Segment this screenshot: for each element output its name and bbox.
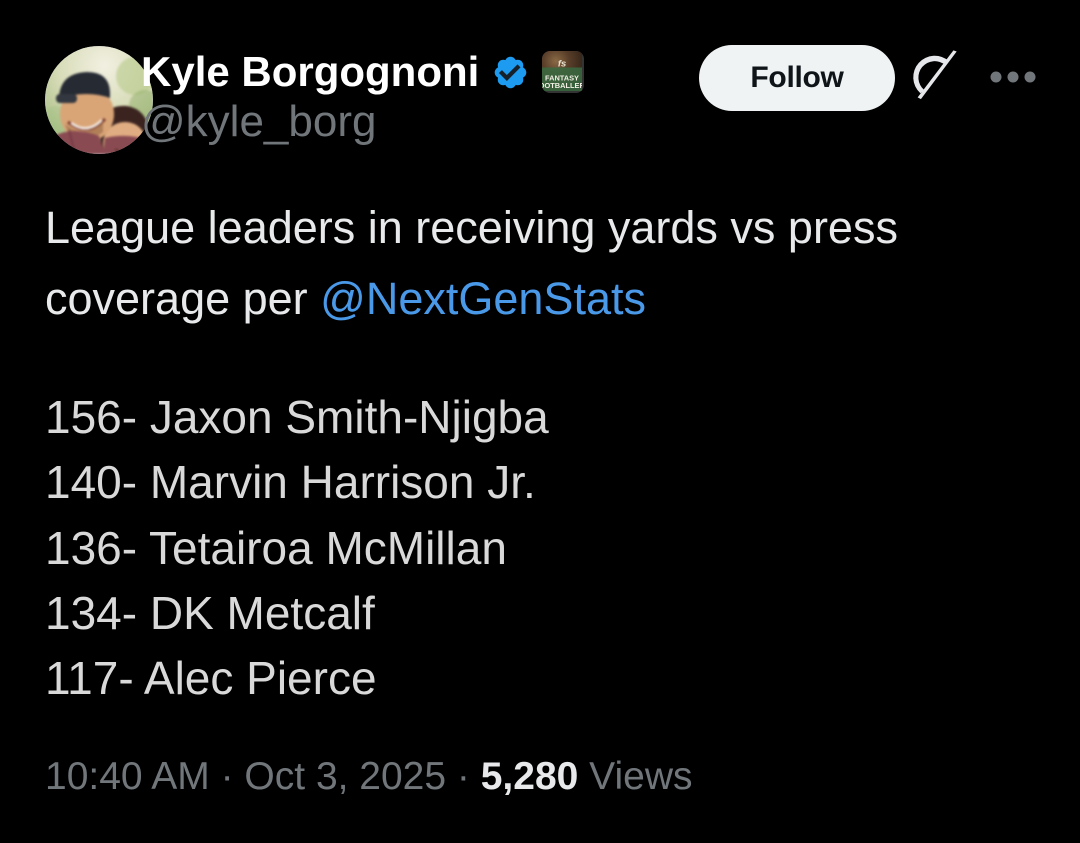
svg-text:fs: fs (558, 57, 566, 68)
svg-text:FOOTBALLERS: FOOTBALLERS (542, 81, 582, 90)
